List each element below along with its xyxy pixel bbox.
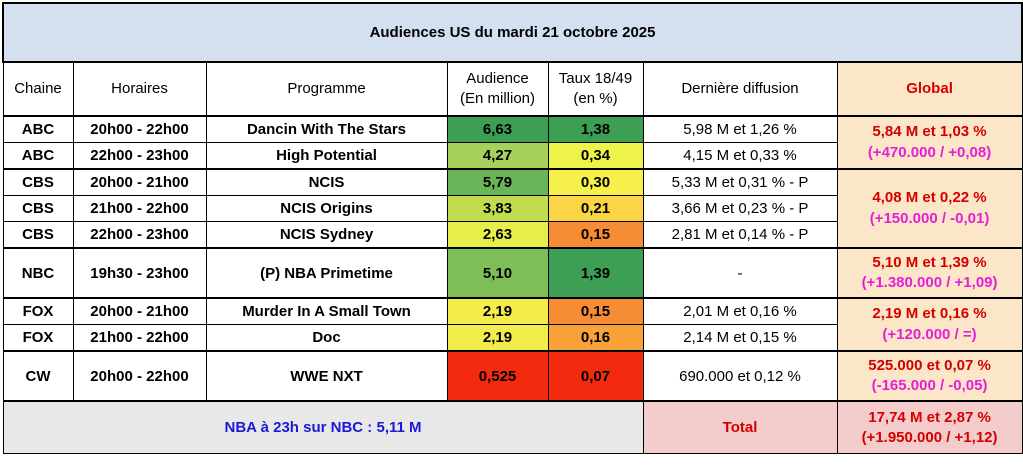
cell-audience: 4,27 [446,142,549,170]
cell-taux: 1,38 [547,115,644,143]
cell-derniere: 3,66 M et 0,23 % - P [642,195,838,222]
cell-global: 5,84 M et 1,03 % (+470.000 / +0,08) [836,115,1023,170]
cell-chaine: CW [2,350,74,402]
cell-chaine: CBS [2,168,74,196]
cell-horaires: 21h00 - 22h00 [72,195,207,222]
cell-taux: 0,15 [547,221,644,249]
total-line1: 17,74 M et 2,87 % [868,409,991,426]
footer-note: NBA à 23h sur NBC : 5,11 M [2,400,644,454]
cell-global: 4,08 M et 0,22 % (+150.000 / -0,01) [836,168,1023,249]
cell-horaires: 20h00 - 21h00 [72,168,207,196]
global-line2: (+150.000 / -0,01) [869,209,990,227]
cell-taux: 0,34 [547,142,644,170]
cell-programme: NCIS Sydney [205,221,448,249]
cell-horaires: 20h00 - 22h00 [72,115,207,143]
header-taux-line2: (en %) [573,90,618,107]
cell-audience: 5,79 [446,168,549,196]
total-line2: (+1.950.000 / +1,12) [861,428,998,446]
header-audience-line2: (En million) [459,90,535,107]
table-row: CBS 22h00 - 23h00 NCIS Sydney 2,63 0,15 … [2,221,1022,249]
cell-chaine: NBC [2,247,74,299]
cell-programme: WWE NXT [205,350,448,402]
header-taux: Taux 18/49 (en %) [547,61,644,117]
cell-horaires: 22h00 - 23h00 [72,142,207,170]
cell-derniere: 5,98 M et 1,26 % [642,115,838,143]
cell-programme: Dancin With The Stars [205,115,448,143]
cell-derniere: 2,01 M et 0,16 % [642,297,838,325]
header-audience: Audience (En million) [446,61,549,117]
total-label: Total [642,400,838,454]
cell-taux: 0,15 [547,297,644,325]
total-value: 17,74 M et 2,87 % (+1.950.000 / +1,12) [836,400,1023,454]
cell-programme: Doc [205,324,448,352]
cell-audience: 6,63 [446,115,549,143]
cell-audience: 2,19 [446,297,549,325]
global-line2: (-165.000 / -0,05) [871,377,988,394]
header-global: Global [836,61,1023,117]
cell-chaine: ABC [2,142,74,170]
table-row: FOX 20h00 - 21h00 Murder In A Small Town… [2,297,1023,352]
cell-taux: 0,16 [547,324,644,352]
cell-horaires: 19h30 - 23h00 [72,247,207,299]
header-taux-line1: Taux 18/49 [558,69,633,87]
cell-audience: 0,525 [446,350,549,402]
global-line1: 5,10 M et 1,39 % [872,253,987,271]
cell-horaires: 20h00 - 21h00 [72,297,207,325]
cell-programme: NCIS [205,168,448,196]
global-line2: (+470.000 / +0,08) [867,143,992,161]
cell-derniere: 690.000 et 0,12 % [642,350,838,402]
cell-taux: 0,21 [547,195,644,222]
table-row: NBC 19h30 - 23h00 (P) NBA Primetime 5,10… [2,247,1023,299]
global-line2: (+1.380.000 / +1,09) [861,274,998,291]
cell-chaine: CBS [2,221,74,249]
page-title: Audiences US du mardi 21 octobre 2025 [1,2,1023,63]
global-line1: 5,84 M et 1,03 % [872,123,987,141]
header-audience-line1: Audience [466,69,529,87]
cell-chaine: CBS [2,195,74,222]
cell-derniere: - [642,247,838,299]
cell-audience: 3,83 [446,195,549,222]
table-row: ABC 22h00 - 23h00 High Potential 4,27 0,… [2,142,1022,170]
cell-taux: 0,30 [547,168,644,196]
table-row: CW 20h00 - 22h00 WWE NXT 0,525 0,07 690.… [2,350,1023,402]
cell-global: 2,19 M et 0,16 % (+120.000 / =) [836,297,1023,352]
cell-global: 525.000 et 0,07 % (-165.000 / -0,05) [836,350,1023,402]
cell-derniere: 2,14 M et 0,15 % [642,324,838,352]
global-line1: 525.000 et 0,07 % [868,356,991,374]
cell-programme: (P) NBA Primetime [205,247,448,299]
header-chaine: Chaine [2,61,74,117]
global-line2: (+120.000 / =) [882,325,977,343]
global-line1: 4,08 M et 0,22 % [872,189,987,207]
audience-table: Audiences US du mardi 21 octobre 2025 Ch… [1,2,1023,454]
cell-taux: 1,39 [547,247,644,299]
table-row: CBS 20h00 - 21h00 NCIS 5,79 0,30 5,33 M … [2,168,1023,249]
cell-chaine: FOX [2,297,74,325]
footer-row: NBA à 23h sur NBC : 5,11 M Total 17,74 M… [2,400,1023,454]
table-row: ABC 20h00 - 22h00 Dancin With The Stars … [2,115,1023,170]
header-programme: Programme [205,61,448,117]
cell-audience: 2,63 [446,221,549,249]
cell-global: 5,10 M et 1,39 % (+1.380.000 / +1,09) [836,247,1023,299]
cell-chaine: ABC [2,115,74,143]
cell-taux: 0,07 [547,350,644,402]
table-row: CBS 21h00 - 22h00 NCIS Origins 3,83 0,21… [2,195,1022,222]
cell-horaires: 22h00 - 23h00 [72,221,207,249]
cell-derniere: 5,33 M et 0,31 % - P [642,168,838,196]
cell-derniere: 4,15 M et 0,33 % [642,142,838,170]
cell-audience: 2,19 [446,324,549,352]
cell-derniere: 2,81 M et 0,14 % - P [642,221,838,249]
header-horaires: Horaires [72,61,207,117]
cell-programme: High Potential [205,142,448,170]
global-line1: 2,19 M et 0,16 % [872,305,987,323]
cell-programme: NCIS Origins [205,195,448,222]
cell-chaine: FOX [2,324,74,352]
cell-horaires: 20h00 - 22h00 [72,350,207,402]
header-derniere: Dernière diffusion [642,61,838,117]
cell-audience: 5,10 [446,247,549,299]
cell-horaires: 21h00 - 22h00 [72,324,207,352]
cell-programme: Murder In A Small Town [205,297,448,325]
table-row: FOX 21h00 - 22h00 Doc 2,19 0,16 2,14 M e… [2,324,1022,352]
